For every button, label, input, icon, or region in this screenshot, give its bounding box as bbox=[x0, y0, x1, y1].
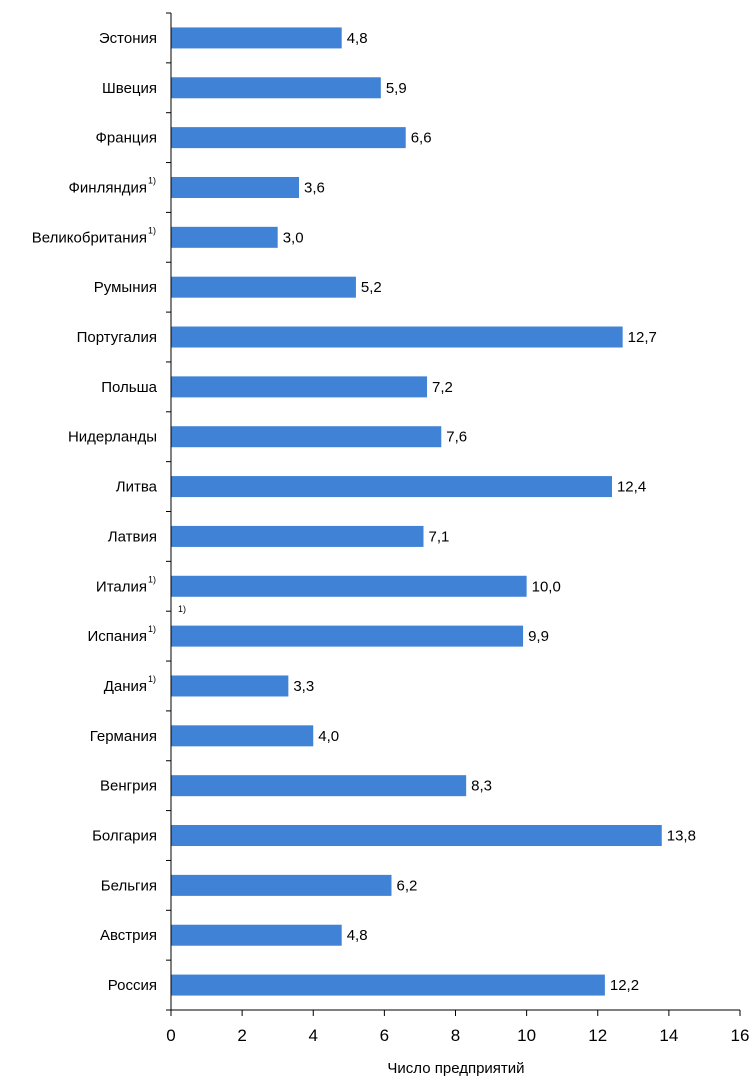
bar bbox=[171, 725, 314, 747]
bar bbox=[171, 476, 612, 498]
bar bbox=[171, 77, 381, 99]
category-label: Испания bbox=[87, 628, 147, 645]
value-label: 3,3 bbox=[293, 678, 314, 695]
value-label: 6,6 bbox=[411, 130, 432, 147]
value-label: 4,8 bbox=[347, 927, 368, 944]
category-label: Финляндия bbox=[69, 179, 147, 196]
bar bbox=[171, 27, 342, 49]
value-labels-group: 4,8 5,9 6,6 3,6 3,0 5,2 12,7 7,2 7,6 12,4 7,1 10,0 9… bbox=[283, 30, 696, 994]
x-axis-title: Число предприятий bbox=[387, 1060, 524, 1077]
x-tick-label: 2 bbox=[237, 1026, 246, 1045]
bar bbox=[171, 775, 467, 797]
category-label: Литва bbox=[116, 479, 158, 496]
bar bbox=[171, 974, 605, 996]
bar bbox=[171, 176, 300, 198]
x-tick-label: 8 bbox=[451, 1026, 460, 1045]
bar bbox=[171, 276, 356, 298]
category-label: Венгрия bbox=[100, 778, 157, 795]
value-label: 4,0 bbox=[318, 728, 339, 745]
category-label: Бельгия bbox=[101, 877, 157, 894]
value-label: 10,0 bbox=[532, 578, 561, 595]
bar bbox=[171, 426, 442, 448]
category-label: Нидерланды bbox=[68, 429, 157, 446]
value-label: 7,6 bbox=[446, 429, 467, 446]
bar bbox=[171, 525, 424, 547]
value-label: 12,2 bbox=[610, 977, 639, 994]
category-footnote: 1) bbox=[148, 624, 156, 634]
category-footnote: 1) bbox=[148, 574, 156, 584]
axes-group: 0 2 4 6 8 10 12 14 16 bbox=[166, 12, 750, 1045]
category-label: Эстония bbox=[99, 30, 157, 47]
x-tick-label: 16 bbox=[731, 1026, 750, 1045]
category-footnote: 1) bbox=[148, 225, 156, 235]
bars-group bbox=[171, 27, 662, 996]
category-label: Румыния bbox=[94, 279, 157, 296]
x-tick-label: 12 bbox=[588, 1026, 607, 1045]
category-label: Франция bbox=[96, 130, 157, 147]
bar bbox=[171, 376, 428, 398]
x-tick-label: 6 bbox=[380, 1026, 389, 1045]
category-label: Великобритания bbox=[32, 229, 147, 246]
value-label: 9,9 bbox=[528, 628, 549, 645]
category-footnote: 1) bbox=[148, 175, 156, 185]
value-label: 13,8 bbox=[667, 828, 696, 845]
bar bbox=[171, 675, 289, 697]
category-label: Германия bbox=[90, 728, 157, 745]
value-label: 12,7 bbox=[628, 329, 657, 346]
value-label: 5,2 bbox=[361, 279, 382, 296]
x-tick-label: 0 bbox=[166, 1026, 175, 1045]
x-tick-label: 14 bbox=[659, 1026, 678, 1045]
bar bbox=[171, 825, 662, 847]
category-label: Португалия bbox=[77, 329, 157, 346]
category-label: Латвия bbox=[108, 528, 157, 545]
category-label: Австрия bbox=[100, 927, 157, 944]
value-label: 3,6 bbox=[304, 179, 325, 196]
category-footnote: 1) bbox=[148, 674, 156, 684]
stray-footnote: 1) bbox=[178, 604, 186, 614]
value-label: 7,2 bbox=[432, 379, 453, 396]
value-label: 4,8 bbox=[347, 30, 368, 47]
x-tick-label: 10 bbox=[517, 1026, 536, 1045]
bar bbox=[171, 924, 342, 946]
category-label: Польша bbox=[101, 379, 157, 396]
bar bbox=[171, 874, 392, 896]
category-label: Италия bbox=[96, 578, 147, 595]
category-label: Швеция bbox=[102, 80, 157, 97]
value-label: 3,0 bbox=[283, 229, 304, 246]
value-label: 7,1 bbox=[428, 528, 449, 545]
value-label: 8,3 bbox=[471, 778, 492, 795]
value-label: 5,9 bbox=[386, 80, 407, 97]
category-label: Болгария bbox=[92, 828, 157, 845]
bar bbox=[171, 625, 524, 647]
value-label: 12,4 bbox=[617, 479, 646, 496]
category-label: Россия bbox=[108, 977, 157, 994]
value-label: 6,2 bbox=[396, 877, 417, 894]
bar bbox=[171, 326, 623, 348]
bar bbox=[171, 226, 278, 248]
bar bbox=[171, 575, 527, 597]
category-label: Дания bbox=[104, 678, 147, 695]
bar bbox=[171, 127, 406, 149]
x-tick-label: 4 bbox=[309, 1026, 318, 1045]
